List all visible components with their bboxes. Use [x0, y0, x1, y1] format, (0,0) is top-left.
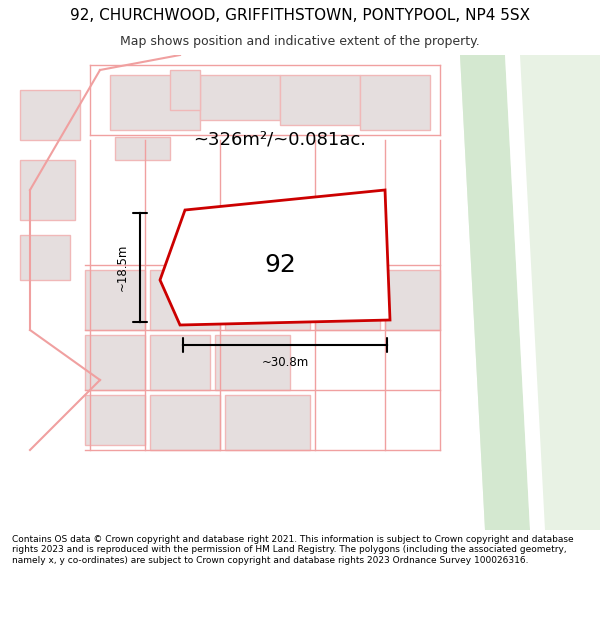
Text: 92, CHURCHWOOD, GRIFFITHSTOWN, PONTYPOOL, NP4 5SX: 92, CHURCHWOOD, GRIFFITHSTOWN, PONTYPOOL… — [70, 8, 530, 23]
Polygon shape — [505, 55, 545, 530]
Polygon shape — [360, 75, 430, 130]
Text: Contains OS data © Crown copyright and database right 2021. This information is : Contains OS data © Crown copyright and d… — [12, 535, 574, 564]
Polygon shape — [215, 335, 290, 390]
Polygon shape — [85, 395, 145, 445]
Text: ~326m²/~0.081ac.: ~326m²/~0.081ac. — [193, 131, 367, 149]
Polygon shape — [160, 190, 390, 325]
Text: ~18.5m: ~18.5m — [115, 244, 128, 291]
Polygon shape — [20, 90, 80, 140]
Polygon shape — [280, 75, 360, 125]
Polygon shape — [225, 395, 310, 450]
Polygon shape — [150, 270, 220, 330]
Polygon shape — [150, 335, 210, 390]
Polygon shape — [225, 270, 310, 330]
Polygon shape — [110, 75, 200, 130]
Polygon shape — [200, 75, 280, 120]
Polygon shape — [385, 270, 440, 330]
Polygon shape — [315, 270, 380, 330]
Polygon shape — [150, 395, 220, 450]
Polygon shape — [20, 235, 70, 280]
Polygon shape — [115, 137, 170, 160]
Polygon shape — [460, 55, 600, 530]
Polygon shape — [170, 70, 200, 110]
Polygon shape — [85, 270, 145, 330]
Text: 92: 92 — [264, 253, 296, 277]
Text: Map shows position and indicative extent of the property.: Map shows position and indicative extent… — [120, 35, 480, 48]
Polygon shape — [460, 55, 530, 530]
Polygon shape — [20, 160, 75, 220]
Polygon shape — [85, 335, 145, 390]
Text: ~30.8m: ~30.8m — [262, 356, 308, 369]
